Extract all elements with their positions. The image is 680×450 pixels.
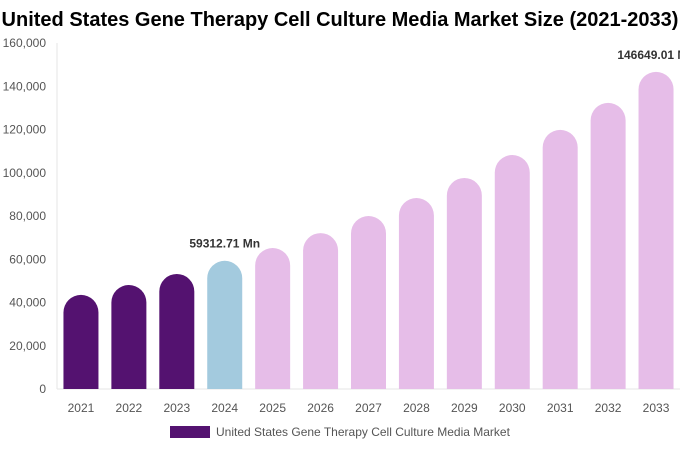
bar-2029 bbox=[446, 177, 482, 389]
x-tick-label: 2025 bbox=[259, 401, 286, 415]
bar-2022 bbox=[111, 284, 147, 389]
bar-2024 bbox=[207, 260, 243, 389]
y-tick-label: 60,000 bbox=[9, 252, 46, 266]
y-tick-label: 100,000 bbox=[3, 166, 47, 180]
bar-2026 bbox=[303, 233, 339, 389]
bar-2021 bbox=[63, 294, 99, 389]
bar-2033 bbox=[638, 71, 674, 389]
y-tick-label: 140,000 bbox=[3, 79, 47, 93]
legend-label: United States Gene Therapy Cell Culture … bbox=[216, 425, 510, 439]
bar-2030 bbox=[494, 155, 530, 389]
y-tick-label: 40,000 bbox=[9, 296, 46, 310]
x-tick-label: 2023 bbox=[163, 401, 190, 415]
data-label-2024: 59312.71 Mn bbox=[189, 237, 260, 251]
x-tick-label: 2033 bbox=[643, 401, 670, 415]
bar-2031 bbox=[542, 129, 578, 389]
y-tick-label: 0 bbox=[39, 382, 46, 396]
bar-2028 bbox=[398, 198, 434, 389]
data-label-2033: 146649.01 Mn bbox=[617, 48, 680, 62]
legend: United States Gene Therapy Cell Culture … bbox=[170, 425, 510, 439]
x-tick-label: 2032 bbox=[595, 401, 622, 415]
bar-2032 bbox=[590, 102, 626, 390]
bar-2025 bbox=[255, 248, 291, 389]
x-tick-label: 2027 bbox=[355, 401, 382, 415]
y-tick-label: 20,000 bbox=[9, 339, 46, 353]
x-tick-label: 2028 bbox=[403, 401, 430, 415]
y-tick-label: 160,000 bbox=[3, 36, 47, 50]
bar-2027 bbox=[351, 216, 386, 389]
x-tick-label: 2021 bbox=[68, 401, 95, 415]
y-tick-label: 80,000 bbox=[9, 209, 46, 223]
y-tick-label: 120,000 bbox=[3, 123, 47, 137]
chart-title: United States Gene Therapy Cell Culture … bbox=[1, 9, 679, 31]
x-tick-label: 2026 bbox=[307, 401, 334, 415]
x-tick-label: 2029 bbox=[451, 401, 478, 415]
x-tick-label: 2031 bbox=[547, 401, 574, 415]
bar-2023 bbox=[159, 273, 195, 389]
x-tick-label: 2030 bbox=[499, 401, 526, 415]
x-tick-label: 2022 bbox=[116, 401, 143, 415]
legend-swatch bbox=[170, 426, 210, 438]
x-tick-label: 2024 bbox=[211, 401, 238, 415]
